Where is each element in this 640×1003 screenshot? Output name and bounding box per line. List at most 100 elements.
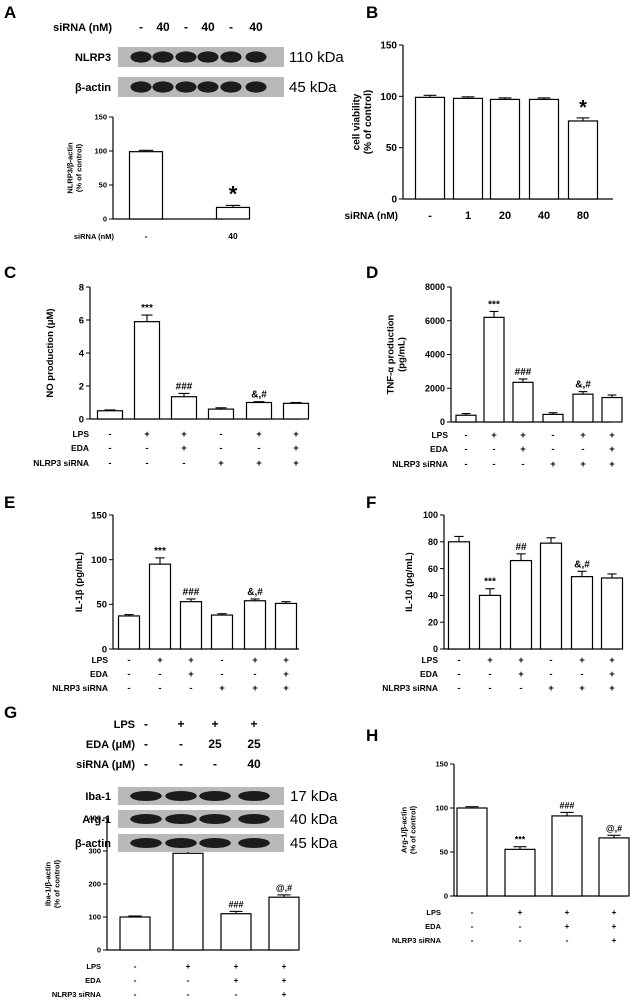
panel-e-condition-value: + (283, 655, 289, 666)
panel-b-letter: B (366, 3, 378, 22)
panel-c-condition-value: - (108, 458, 111, 469)
panel-d-y-axis-label: TNF-α production (386, 314, 397, 394)
panel-c-condition-value: - (257, 443, 260, 454)
panel-c-y-tick-label: 2 (79, 381, 84, 392)
panel-b-bar (489, 98, 521, 200)
panel-g-band-size: 45 kDa (290, 835, 338, 852)
panel-g-condition-value: - (134, 975, 137, 985)
panel-g-blot-band (130, 837, 162, 849)
panel-e-bar (148, 563, 172, 650)
panel-b-bar (567, 120, 599, 200)
panel-d-bar (483, 316, 505, 423)
panel-h-significance-label: @,# (606, 823, 622, 833)
panel-g-blot-condition-value: - (179, 737, 183, 751)
panel-c-y-tick-label: 0 (79, 414, 84, 425)
panel-e-condition-label: NLRP3 siRNA (52, 683, 108, 693)
panel-f-y-tick-label: 0 (433, 644, 438, 654)
panel-d-condition-value: - (581, 444, 584, 455)
panel-h-condition-value: + (612, 921, 617, 931)
panel-b-condition-value: 40 (538, 210, 550, 222)
panel-f-y-tick-label: 20 (428, 617, 438, 627)
panel-d-condition-value: - (551, 430, 554, 441)
panel-a-blot-band (220, 51, 242, 63)
panel-d-condition-value: + (609, 444, 615, 455)
panel-d-significance-label: *** (488, 299, 500, 310)
panel-e-condition-value: + (188, 655, 194, 666)
panel-e-condition-value: + (188, 669, 194, 680)
panel-c-condition-value: + (144, 429, 150, 440)
panel-e-significance-label: &,# (247, 587, 263, 598)
panel-g-band-label: Arg-1 (82, 814, 111, 826)
panel-c-condition-label: LPS (72, 429, 89, 439)
panel-g-condition-value: + (282, 989, 287, 999)
panel-c-y-tick-label: 4 (79, 348, 85, 359)
panel-f-significance-label: *** (484, 577, 496, 588)
panel-e-condition-value: - (158, 669, 161, 680)
panel-d-bar (455, 414, 477, 423)
panel-b-y-axis-label: cell viability (351, 93, 362, 150)
panel-d-condition-value: - (464, 444, 467, 455)
panel-e-y-tick-label: 100 (91, 555, 107, 566)
panel-e-y-tick-label: 150 (91, 510, 107, 521)
panel-f-bar (600, 577, 624, 650)
panel-f-condition-value: - (488, 669, 491, 680)
panel-d-bar (572, 393, 594, 423)
panel-a-blot-condition-value: - (229, 20, 233, 34)
panel-g-y-tick-label: 0 (97, 946, 101, 955)
panel-a-band-label: β-actin (75, 82, 111, 94)
panel-a-band-size: 110 kDa (289, 49, 344, 66)
panel-e-y-axis-label: IL-1β (pg/mL) (74, 552, 85, 612)
panel-h-condition-value: + (565, 907, 570, 917)
panel-c-condition-value: + (181, 429, 187, 440)
panel-g-bar (268, 896, 300, 951)
panel-d-letter: D (366, 263, 378, 282)
panel-d-bar (542, 413, 564, 423)
panel-a-blot-condition-value: 40 (249, 20, 263, 34)
panel-g-band-label: β-actin (75, 838, 111, 850)
panel-g-condition-value: + (282, 975, 287, 985)
panel-c-condition-value: - (108, 429, 111, 440)
panel-e-significance-label: ### (183, 587, 200, 598)
panel-e-condition-value: + (157, 655, 163, 666)
panel-e-letter: E (4, 493, 15, 512)
panel-g-y-axis-label: Iba-1/β-actin (44, 861, 53, 906)
panel-g-significance-label: @,# (276, 883, 292, 893)
panel-e-bar (117, 615, 141, 650)
panel-h-condition-value: - (471, 907, 474, 917)
panel-h-condition-value: + (612, 907, 617, 917)
panel-a-bar (128, 151, 164, 220)
panel-h-y-axis-label: (% of control) (408, 805, 417, 854)
panel-d-condition-value: + (580, 459, 586, 470)
panel-a-blot-condition-label: siRNA (nM) (53, 22, 112, 34)
panel-f-condition-value: + (579, 683, 585, 694)
panel-g-condition-value: + (234, 975, 239, 985)
panel-c-bar (245, 401, 273, 420)
panel-g-blot-band (199, 790, 231, 802)
panel-c-condition-value: - (108, 443, 111, 454)
panel-a-letter: A (4, 3, 16, 22)
panel-f-bar (447, 541, 471, 650)
panel-f-condition-value: - (519, 683, 522, 694)
panel-h-y-tick-label: 50 (440, 848, 448, 857)
panel-h-letter: H (366, 726, 378, 745)
panel-b-significance-label: * (579, 97, 587, 119)
panel-a-blot-band (130, 51, 152, 63)
panel-g-blot-band (130, 813, 162, 825)
panel-e-bar (274, 602, 298, 650)
panel-f-y-tick-label: 40 (428, 591, 438, 601)
panel-b-y-tick-label: 50 (386, 143, 398, 154)
panel-d-condition-value: - (492, 459, 495, 470)
panel-f-condition-value: + (518, 655, 524, 666)
panel-h-condition-value: + (612, 935, 617, 945)
panel-b-condition-label: siRNA (nM) (344, 211, 398, 222)
panel-a-condition-value: - (145, 231, 148, 241)
panel-c-condition-value: - (182, 458, 185, 469)
panel-e-condition-value: + (219, 683, 225, 694)
panel-b-y-axis-label: (% of control) (363, 90, 374, 154)
panel-b-condition-value: 80 (577, 210, 589, 222)
panel-h-significance-label: ### (559, 800, 574, 810)
panel-e-condition-value: - (220, 669, 223, 680)
panel-c-condition-value: - (219, 429, 222, 440)
panel-c-condition-value: + (256, 429, 262, 440)
